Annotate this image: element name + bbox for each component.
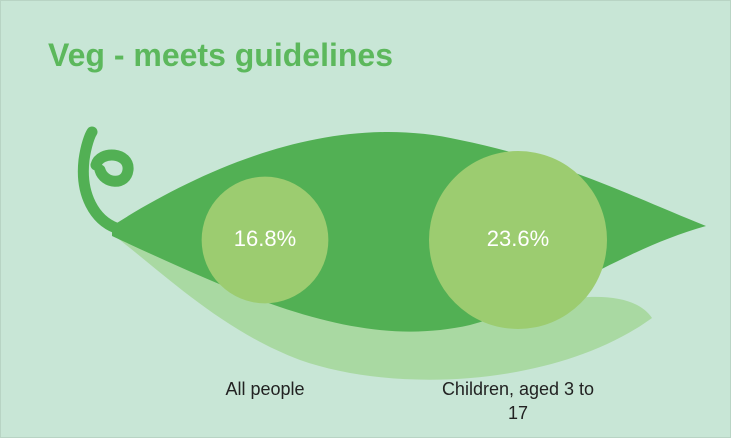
bubble	[201, 176, 329, 304]
value-label: 16.8%	[234, 226, 296, 251]
chart-title: Veg - meets guidelines	[48, 37, 393, 73]
category-label: Children, aged 3 to 17	[441, 379, 595, 423]
pod-stem	[77, 126, 134, 234]
category-label: All people	[225, 379, 305, 399]
pod-shadow	[112, 234, 652, 380]
value-label: 23.6%	[487, 226, 549, 251]
bubble	[429, 151, 607, 329]
